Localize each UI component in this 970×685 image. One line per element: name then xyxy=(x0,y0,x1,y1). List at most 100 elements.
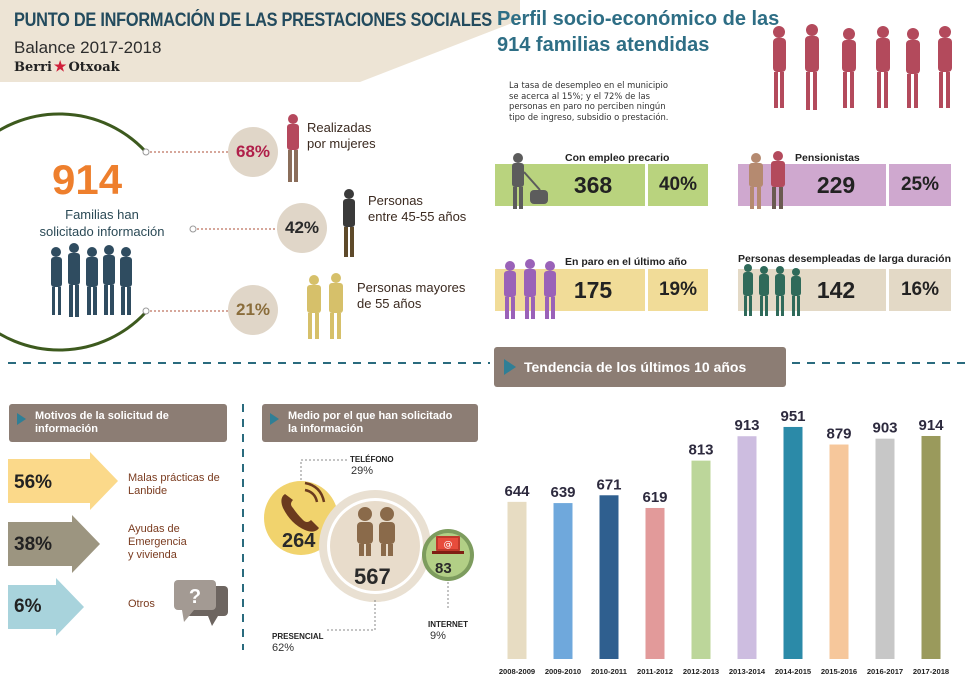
value-label-2012-2013: 813 xyxy=(688,442,713,459)
age55-label: Personas mayores de 55 años xyxy=(357,280,465,312)
motivo-lanbide-pct: 56% xyxy=(14,472,53,493)
motivo-otros-label-line1: Otros xyxy=(128,598,155,610)
medio-header-line1: Medio por el que han solicitado xyxy=(288,410,453,422)
internet-value: 83 xyxy=(435,560,452,577)
value-label-2010-2011: 671 xyxy=(596,476,621,493)
trend-header: Tendencia de los últimos 10 años xyxy=(494,347,786,387)
cat-precario-value: 368 xyxy=(573,171,613,198)
value-label-2011-2012: 619 xyxy=(642,489,667,506)
category-label-2014-2015: 2014-2015 xyxy=(775,667,812,676)
bar-2014-2015 xyxy=(783,426,803,659)
motivo-ayudas-label-line1: Ayudas de xyxy=(128,523,180,535)
age45-label-line1: Personas xyxy=(368,193,423,208)
value-label-2014-2015: 951 xyxy=(780,408,805,425)
motivo-ayudas-label-line3: y vivienda xyxy=(128,549,177,561)
motivo-lanbide-label-line1: Malas prácticas de xyxy=(128,472,220,484)
divider-horizontal-right xyxy=(792,362,966,364)
category-label-2010-2011: 2010-2011 xyxy=(591,667,628,676)
perfil-description: La tasa de desempleo en el municipio se … xyxy=(509,80,669,122)
people-icon xyxy=(357,507,395,556)
motivos-header-line1: Motivos de la solicitud de xyxy=(35,410,169,422)
women-pct: 68% xyxy=(235,142,271,161)
motivo-ayudas-label: Ayudas de Emergencia y vivienda xyxy=(128,523,187,562)
cat-larga-value: 142 xyxy=(816,276,856,303)
families-label-line2: solicitado información xyxy=(39,224,165,239)
motivos-header: Motivos de la solicitud de información xyxy=(9,404,227,442)
women-label-line2: por mujeres xyxy=(307,136,376,151)
elderly-couple-icon xyxy=(307,273,343,339)
main-title: PUNTO DE INFORMACIÓN DE LAS PRESTACIONES… xyxy=(14,10,492,31)
category-label-2009-2010: 2009-2010 xyxy=(545,667,581,676)
age45-pct-bubble: 42% xyxy=(277,203,327,253)
cleaner-icon xyxy=(512,153,548,209)
presencial-pct: 62% xyxy=(272,642,295,654)
crowd-icon xyxy=(51,243,132,317)
logo-right: Otxoak xyxy=(68,60,120,75)
families-arc xyxy=(0,112,280,352)
women-label: Realizadas por mujeres xyxy=(307,120,376,152)
category-label-2015-2016: 2015-2016 xyxy=(821,667,857,676)
triangle-icon xyxy=(17,413,26,425)
walking-people-icon xyxy=(773,24,952,110)
medio-diagram: @ xyxy=(264,459,474,631)
logo-left: Berri xyxy=(14,60,52,75)
presencial-label: PRESENCIAL xyxy=(272,632,324,641)
motivo-otros-label: Otros xyxy=(128,598,155,611)
question-bubble-icon: ? xyxy=(174,580,228,626)
bar-2016-2017 xyxy=(875,438,895,659)
cat-precario-pct: 40% xyxy=(648,164,708,206)
woman-icon xyxy=(287,114,299,182)
telefono-pct: 29% xyxy=(351,465,374,477)
age55-label-line1: Personas mayores xyxy=(357,280,466,295)
bar-2010-2011 xyxy=(599,495,619,659)
unemployed-group-icon xyxy=(504,259,556,319)
triangle-icon xyxy=(504,359,516,375)
medio-header: Medio por el que han solicitado la infor… xyxy=(262,404,478,442)
category-label-2016-2017: 2016-2017 xyxy=(867,667,903,676)
age55-label-line2: de 55 años xyxy=(357,296,422,311)
bar-2015-2016 xyxy=(829,444,849,659)
families-total: 914 xyxy=(52,156,123,203)
trend-bar-chart: 644 2008-2009 639 2009-2010 671 2010-2011 619 2… xyxy=(499,408,949,676)
cat-pension-title: Pensionistas xyxy=(795,152,860,164)
cat-precario-title: Con empleo precario xyxy=(565,152,670,164)
cat-paro-value-box: 175 xyxy=(495,269,645,311)
motivo-lanbide-label-line2: Lanbide xyxy=(128,485,168,497)
value-label-2015-2016: 879 xyxy=(826,426,851,443)
category-label-2013-2014: 2013-2014 xyxy=(729,667,766,676)
internet-label: INTERNET xyxy=(428,620,468,629)
trend-title: Tendencia de los últimos 10 años xyxy=(524,359,747,375)
age45-label-line2: entre 45-55 años xyxy=(368,209,467,224)
women-label-line1: Realizadas xyxy=(307,120,372,135)
telefono-label: TELÉFONO xyxy=(350,455,394,464)
age45-pct: 42% xyxy=(284,218,320,237)
bar-2009-2010 xyxy=(553,503,573,659)
main-subtitle: Balance 2017-2018 xyxy=(14,38,162,57)
category-label-2011-2012: 2011-2012 xyxy=(637,667,673,676)
cat-paro-title: En paro en el último año xyxy=(565,256,687,268)
cat-paro-value: 175 xyxy=(573,276,613,303)
motivos-arrows xyxy=(8,452,118,636)
value-label-2013-2014: 913 xyxy=(734,417,759,434)
bar-2008-2009 xyxy=(507,501,527,659)
perfil-title-line1: Perfil socio-económico de las xyxy=(497,8,780,30)
svg-text:@: @ xyxy=(444,540,453,550)
perfil-title: Perfil socio-económico de las 914 famili… xyxy=(497,6,779,58)
motivo-otros-pct: 6% xyxy=(14,596,42,617)
category-label-2017-2018: 2017-2018 xyxy=(913,667,949,676)
motivos-header-line2: información xyxy=(35,423,98,435)
divider-vertical xyxy=(242,404,244,650)
internet-pct: 9% xyxy=(430,630,446,642)
motivo-ayudas-pct: 38% xyxy=(14,534,53,555)
age55-pct-bubble: 21% xyxy=(228,285,278,335)
cat-larga-pct: 16% xyxy=(889,269,951,311)
value-label-2008-2009: 644 xyxy=(504,483,530,500)
families-label: Familias han solicitado información xyxy=(22,206,182,240)
star-icon: ★ xyxy=(53,59,67,75)
queue-icon xyxy=(743,264,801,316)
bar-2013-2014 xyxy=(737,436,757,659)
man-phone-icon xyxy=(343,189,355,257)
perfil-title-line2: 914 familias atendidas xyxy=(497,34,710,56)
value-label-2009-2010: 639 xyxy=(550,484,575,501)
age55-pct: 21% xyxy=(235,300,271,319)
